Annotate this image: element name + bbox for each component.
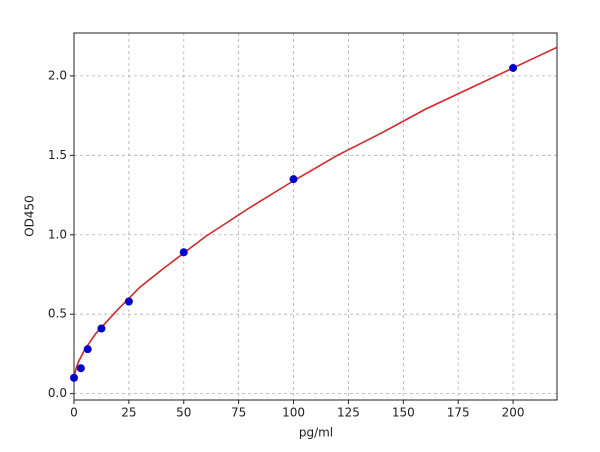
x-tick-label: 125 bbox=[337, 406, 360, 420]
x-tick-label: 150 bbox=[392, 406, 415, 420]
x-tick-label: 50 bbox=[176, 406, 191, 420]
data-point bbox=[70, 373, 78, 382]
y-axis-label: OD450 bbox=[23, 195, 37, 237]
data-point bbox=[124, 297, 133, 306]
data-point bbox=[509, 63, 518, 72]
y-tick-label: 0.5 bbox=[48, 307, 67, 321]
x-tick-label: 0 bbox=[70, 406, 78, 420]
x-tick-label: 25 bbox=[121, 406, 136, 420]
y-tick-label: 0.0 bbox=[48, 386, 67, 400]
x-tick-label: 200 bbox=[502, 406, 525, 420]
y-tick-label: 2.0 bbox=[48, 68, 67, 82]
x-tick-label: 75 bbox=[231, 406, 246, 420]
data-point bbox=[289, 175, 298, 184]
data-point bbox=[179, 248, 188, 257]
x-tick-label: 100 bbox=[282, 406, 305, 420]
y-tick-label: 1.0 bbox=[48, 227, 67, 241]
x-tick-label: 175 bbox=[447, 406, 470, 420]
data-point bbox=[97, 324, 106, 333]
data-point bbox=[83, 345, 92, 354]
x-axis-label: pg/ml bbox=[299, 426, 333, 440]
y-tick-label: 1.5 bbox=[48, 148, 67, 162]
fit-curve bbox=[73, 46, 558, 378]
plot-frame bbox=[73, 32, 558, 401]
data-point bbox=[76, 364, 85, 373]
